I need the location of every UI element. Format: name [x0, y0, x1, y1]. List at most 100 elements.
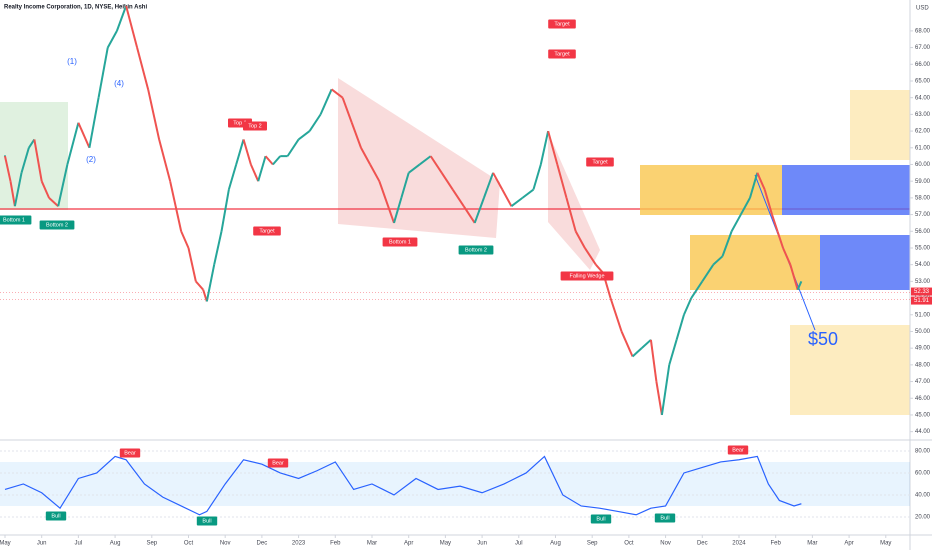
price-segment: [57, 164, 69, 207]
annotation-label: Bull: [51, 513, 60, 519]
annotation-box: [548, 49, 576, 59]
annotation-box: [458, 245, 494, 255]
price-segment: [620, 331, 634, 357]
x-tick-label: 2024: [732, 541, 746, 547]
price-segment: [701, 264, 715, 282]
annotation-box: [253, 226, 281, 236]
x-tick-label: Jul: [515, 541, 523, 547]
x-tick-label: May: [440, 541, 451, 547]
x-tick-label: Mar: [367, 541, 377, 547]
y-tick-label: 51.00: [915, 312, 931, 318]
price-segment: [297, 130, 311, 141]
annotation-label: Bull: [596, 516, 605, 522]
price-segment: [378, 180, 395, 224]
price-segment: [609, 297, 623, 332]
price-tag-label: 52.33: [914, 289, 930, 295]
x-tick-label: Aug: [550, 541, 561, 547]
y-tick-label: 64.00: [915, 95, 931, 101]
price-segment: [521, 188, 535, 199]
price-segment: [187, 247, 197, 282]
y-tick-label: 63.00: [915, 112, 931, 118]
annotation-label: Top 1: [233, 120, 246, 126]
y-tick-label: 45.00: [915, 413, 931, 419]
y-tick-label: 62.00: [915, 129, 931, 135]
price-segment: [77, 122, 91, 149]
price-segment: [369, 163, 381, 182]
price-segment: [213, 231, 223, 265]
price-segment: [66, 122, 80, 165]
y-tick-label: 57.00: [915, 212, 931, 218]
annotation-label: Bear: [732, 447, 744, 453]
y-tick-label: 66.00: [915, 62, 931, 68]
range-box: [0, 102, 68, 210]
y-tick-label: 20.00: [915, 515, 931, 521]
annotation-box: [267, 458, 289, 468]
price-segment: [136, 47, 150, 90]
volume-profile: [690, 235, 820, 290]
annotation-label: Bottom 2: [46, 222, 68, 228]
y-tick-label: 40.00: [915, 493, 931, 499]
annotation-label: Bear: [272, 460, 284, 466]
price-segment: [235, 139, 245, 165]
price-segment: [631, 347, 643, 358]
price-segment: [350, 122, 362, 149]
price-segment: [88, 97, 100, 148]
wedge: [548, 132, 600, 270]
y-tick-label: 55.00: [915, 246, 931, 252]
price-segment: [649, 339, 658, 382]
price-segment: [28, 138, 36, 149]
price-segment: [763, 189, 773, 215]
x-tick-label: Jun: [477, 541, 487, 547]
annotation-label: Top 2: [248, 123, 261, 129]
price-segment: [782, 247, 792, 266]
price-segment: [220, 189, 230, 232]
y-tick-label: 68.00: [915, 28, 931, 34]
x-tick-label: May: [0, 541, 11, 547]
price-segment: [264, 155, 274, 166]
price-segment: [532, 164, 542, 190]
price-segment: [749, 172, 759, 199]
price-segment: [205, 264, 216, 302]
annotation-box: [727, 445, 749, 455]
price-segment: [429, 155, 443, 174]
annotation-box: [0, 215, 32, 225]
x-tick-label: Aug: [110, 541, 121, 547]
price-segment: [169, 180, 183, 232]
y-tick-label: 44.00: [915, 429, 931, 435]
price-segment: [756, 172, 766, 190]
x-tick-label: Sep: [587, 541, 598, 547]
price-segment: [683, 297, 693, 316]
price-segment: [675, 314, 685, 341]
price-segment: [730, 214, 742, 232]
y-tick-label: 59.00: [915, 179, 931, 185]
x-tick-label: Sep: [146, 541, 157, 547]
annotation-box: [382, 237, 418, 247]
price-segment: [97, 47, 109, 98]
price-segment: [319, 88, 333, 115]
x-tick-label: Jul: [75, 541, 83, 547]
annotation-label: Bear: [124, 450, 136, 456]
x-tick-label: May: [880, 541, 891, 547]
price-segment: [33, 139, 43, 182]
price-segment: [501, 189, 513, 207]
y-tick-label: 67.00: [915, 45, 931, 51]
price-segment: [739, 197, 751, 216]
rsi-band: [0, 462, 910, 506]
x-tick-label: 2023: [292, 541, 306, 547]
price-segment: [400, 172, 410, 199]
price-segment: [547, 130, 559, 165]
x-tick-label: Feb: [771, 541, 782, 547]
annotation-box: [590, 514, 612, 524]
price-segment: [158, 139, 172, 182]
price-segment: [771, 214, 779, 232]
annotation-label: Target: [259, 228, 275, 234]
price-segment: [257, 155, 267, 182]
price-segment: [147, 89, 161, 140]
annotation-box: [654, 513, 676, 523]
x-tick-label: Apr: [844, 541, 853, 547]
price-segment: [492, 172, 504, 191]
y-tick-label: 46.00: [915, 396, 931, 402]
price-segment: [331, 88, 344, 99]
x-tick-label: Mar: [807, 541, 817, 547]
